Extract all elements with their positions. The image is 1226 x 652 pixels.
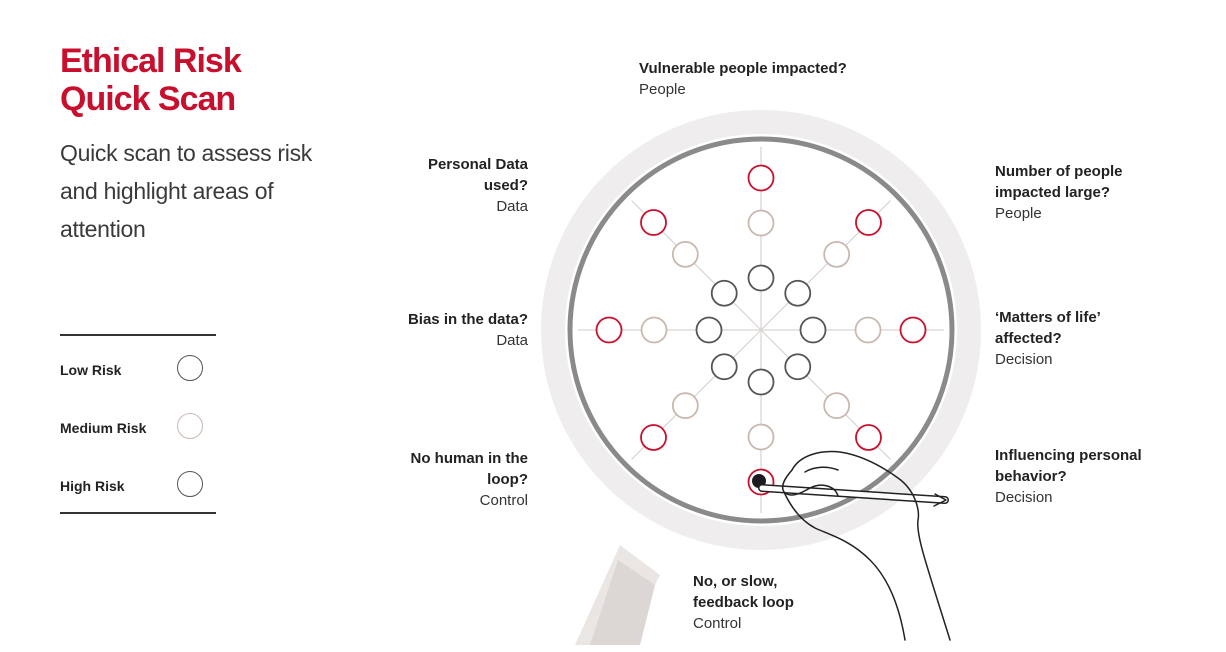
- legend-row-high: High Risk: [60, 454, 216, 512]
- question-number-large-text: Number of people impacted large?: [995, 163, 1123, 201]
- legend-label-medium: Medium Risk: [60, 420, 147, 436]
- question-feedback-text: No, or slow, feedback loop: [693, 573, 794, 611]
- question-feedback-category: Control: [693, 615, 742, 632]
- magnifier-halo: [541, 110, 981, 550]
- question-personal-data-text: Personal Data used?: [427, 156, 528, 194]
- risk-node-feedback-low[interactable]: [747, 368, 775, 396]
- risk-node-number_large-high[interactable]: [855, 209, 882, 236]
- question-influencing-category: Decision: [995, 489, 1053, 506]
- risk-node-vulnerable-medium[interactable]: [747, 209, 775, 237]
- question-influencing: Influencing personal behavior? Decision: [995, 445, 1180, 508]
- radar-spokes: [578, 147, 944, 513]
- medium-risk-circle-icon: [177, 413, 203, 439]
- question-bias-category: Data: [496, 332, 528, 349]
- question-feedback: No, or slow, feedback loop Control: [693, 571, 828, 634]
- risk-node-personal_data-medium[interactable]: [671, 240, 699, 268]
- risk-node-matters_of_life-low[interactable]: [799, 316, 827, 344]
- title-line-2: Quick Scan: [60, 80, 236, 118]
- question-no-human-text: No human in the loop?: [410, 450, 529, 488]
- question-matters-of-life: ‘Matters of life’ affected? Decision: [995, 307, 1135, 370]
- risk-node-personal_data-low[interactable]: [710, 279, 738, 307]
- risk-node-number_large-low[interactable]: [784, 279, 812, 307]
- question-no-human: No human in the loop? Control: [398, 448, 529, 511]
- legend-label-low: Low Risk: [60, 362, 122, 378]
- risk-node-number_large-medium[interactable]: [823, 240, 851, 268]
- magnifier-handle: [575, 545, 660, 645]
- radar-nodes: [595, 164, 927, 496]
- question-bias-text: Bias in the data?: [407, 311, 528, 328]
- question-no-human-category: Control: [479, 492, 528, 509]
- risk-node-influencing-high[interactable]: [855, 424, 882, 451]
- page-title: Ethical Risk Quick Scan: [60, 42, 242, 118]
- subtitle: Quick scan to assess risk and highlight …: [60, 140, 312, 242]
- risk-node-vulnerable-low[interactable]: [747, 264, 775, 292]
- risk-node-matters_of_life-high[interactable]: [899, 316, 927, 344]
- question-personal-data-category: Data: [496, 198, 528, 215]
- risk-legend: Low Risk Medium Risk High Risk: [60, 334, 216, 514]
- hand-drawing-icon: [758, 450, 951, 641]
- risk-node-matters_of_life-medium[interactable]: [854, 316, 882, 344]
- question-vulnerable-text: Vulnerable people impacted?: [639, 60, 847, 77]
- risk-node-no_human-medium[interactable]: [671, 392, 699, 420]
- legend-label-high: High Risk: [60, 478, 125, 494]
- question-matters-of-life-text: ‘Matters of life’ affected?: [995, 309, 1101, 347]
- risk-node-no_human-low[interactable]: [710, 353, 738, 381]
- high-risk-circle-icon: [177, 471, 203, 497]
- risk-node-personal_data-high[interactable]: [640, 209, 667, 236]
- risk-node-influencing-low[interactable]: [784, 353, 812, 381]
- question-influencing-text: Influencing personal behavior?: [995, 447, 1142, 485]
- question-number-large: Number of people impacted large? People: [995, 161, 1145, 224]
- question-bias: Bias in the data? Data: [368, 309, 528, 351]
- legend-row-low: Low Risk: [60, 338, 216, 396]
- question-vulnerable: Vulnerable people impacted? People: [639, 58, 939, 100]
- risk-node-no_human-high[interactable]: [640, 424, 667, 451]
- risk-node-feedback-medium[interactable]: [747, 423, 775, 451]
- low-risk-circle-icon: [177, 355, 203, 381]
- question-number-large-category: People: [995, 205, 1042, 222]
- risk-node-bias-high[interactable]: [595, 316, 623, 344]
- question-personal-data: Personal Data used? Data: [398, 154, 528, 217]
- risk-node-influencing-medium[interactable]: [823, 392, 851, 420]
- risk-node-bias-medium[interactable]: [640, 316, 668, 344]
- risk-node-bias-low[interactable]: [695, 316, 723, 344]
- question-vulnerable-category: People: [639, 81, 686, 98]
- legend-row-medium: Medium Risk: [60, 396, 216, 454]
- title-line-1: Ethical Risk: [60, 42, 242, 80]
- risk-node-vulnerable-high[interactable]: [747, 164, 775, 192]
- question-matters-of-life-category: Decision: [995, 351, 1053, 368]
